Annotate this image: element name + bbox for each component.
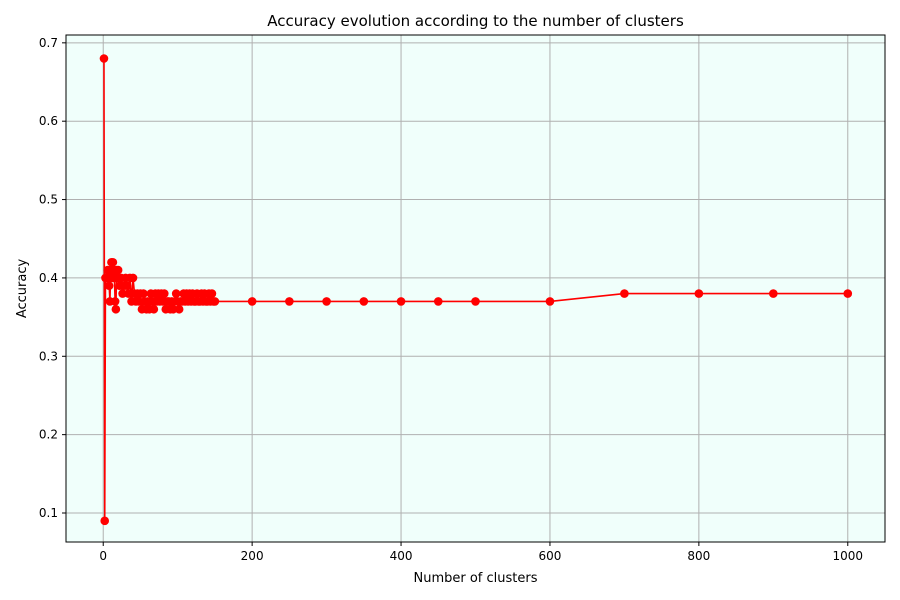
y-tick-label: 0.4 (39, 271, 58, 285)
data-point (620, 289, 629, 298)
y-tick-label: 0.3 (39, 349, 58, 363)
data-point (396, 297, 406, 306)
data-point (359, 297, 369, 306)
data-point (111, 304, 121, 314)
x-tick-label: 800 (687, 549, 710, 563)
x-tick-label: 200 (241, 549, 264, 563)
data-point (843, 289, 853, 298)
data-point (99, 54, 109, 63)
x-tick-label: 0 (99, 549, 107, 563)
data-point (171, 289, 181, 298)
y-tick-label: 0.7 (39, 36, 58, 50)
y-tick-label: 0.6 (39, 114, 58, 128)
series-layer (99, 54, 853, 526)
x-axis: 0 200 400 600 800 1000 (99, 542, 863, 563)
data-point (285, 297, 294, 306)
data-point (122, 281, 132, 291)
x-tick-label: 1000 (832, 549, 863, 563)
data-point (433, 297, 443, 306)
data-point (118, 289, 127, 298)
data-point (207, 289, 217, 298)
data-point (247, 297, 257, 306)
data-point (113, 265, 123, 275)
data-point (139, 289, 148, 298)
data-point (134, 297, 144, 306)
data-point (168, 304, 178, 314)
data-point (128, 273, 138, 283)
y-axis: 0.1 0.2 0.3 0.4 0.5 0.6 0.7 (39, 36, 66, 520)
data-point (174, 304, 184, 314)
x-tick-label: 400 (390, 549, 413, 563)
y-tick-label: 0.5 (39, 193, 58, 207)
x-axis-title: Number of clusters (413, 571, 537, 586)
y-tick-label: 0.2 (39, 428, 58, 442)
data-point (159, 289, 169, 298)
data-point (210, 297, 220, 306)
data-point (149, 304, 159, 314)
data-point (100, 516, 110, 526)
y-tick-label: 0.1 (39, 506, 58, 520)
y-axis-title: Accuracy (15, 259, 30, 319)
x-tick-label: 600 (539, 549, 562, 563)
data-point (545, 297, 555, 306)
data-point (124, 289, 133, 298)
data-point (110, 297, 120, 306)
plot-area (66, 35, 885, 542)
data-point (104, 281, 114, 291)
data-point (694, 289, 704, 298)
data-point (108, 257, 118, 267)
plot-frame (65, 34, 886, 543)
data-point (471, 297, 480, 306)
grid-lines (66, 35, 885, 542)
data-point (769, 289, 778, 298)
chart-title: Accuracy evolution according to the numb… (267, 12, 684, 30)
data-point (322, 297, 331, 306)
